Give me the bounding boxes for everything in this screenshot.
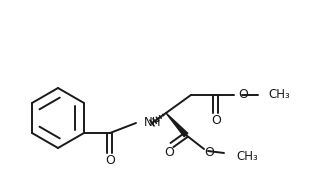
Text: O: O: [238, 89, 248, 102]
Text: O: O: [164, 146, 174, 158]
Text: CH₃: CH₃: [236, 151, 258, 164]
Text: NH: NH: [144, 117, 162, 130]
Text: O: O: [105, 153, 115, 167]
Text: CH₃: CH₃: [268, 89, 290, 102]
Polygon shape: [166, 113, 188, 137]
Text: O: O: [204, 146, 214, 159]
Text: O: O: [211, 114, 221, 127]
